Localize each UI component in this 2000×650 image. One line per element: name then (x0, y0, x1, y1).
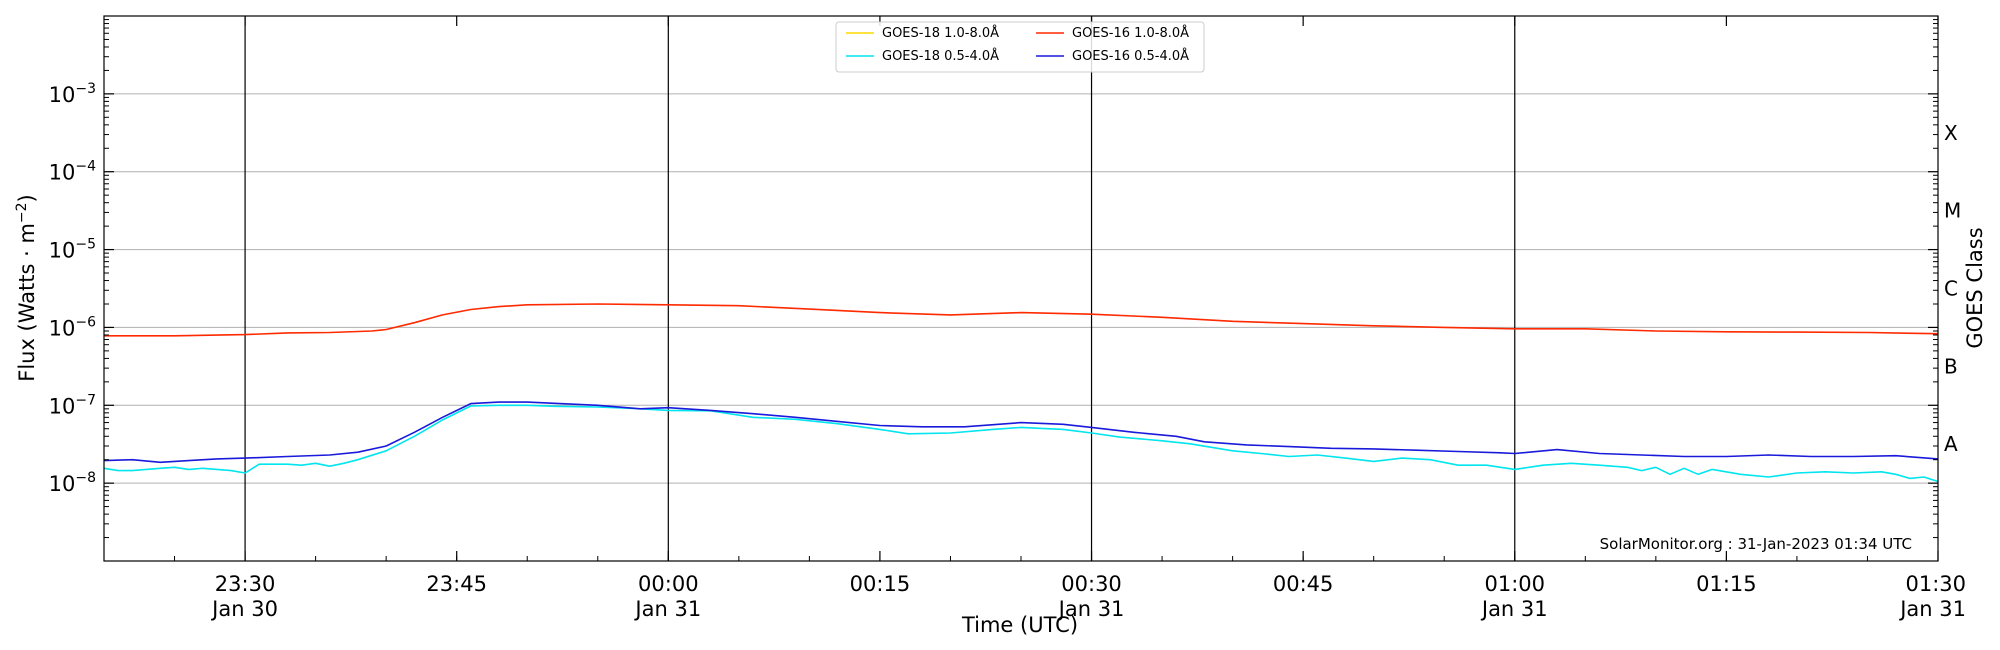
x-tick-date-label: Jan 31 (1057, 597, 1125, 621)
goes-class-label-a: A (1944, 432, 1958, 456)
x-tick-label: 00:15 (850, 572, 911, 596)
x-tick-label: 23:30 (215, 572, 276, 596)
legend-box (835, 21, 1205, 73)
y-tick-label: 10−4 (49, 159, 96, 185)
x-tick-label: 00:45 (1273, 572, 1334, 596)
y-tick-label: 10−3 (49, 81, 96, 107)
x-tick-date-label: Jan 30 (210, 597, 278, 621)
goes-class-labels: A B C M X (1944, 121, 1961, 456)
right-axis-title: GOES Class (1963, 227, 1987, 348)
x-tick-label: 01:00 (1485, 572, 1546, 596)
legend-label-3: GOES-16 0.5-4.0Å (1072, 48, 1189, 64)
x-tick-label: 23:45 (426, 572, 487, 596)
y-tick-label: 10−6 (49, 314, 96, 340)
x-tick-date-label: Jan 31 (633, 597, 701, 621)
goes-class-label-x: X (1944, 121, 1958, 145)
horizontal-grid (104, 93, 1938, 484)
x-tick-date-label: Jan 31 (1480, 597, 1548, 621)
x-tick-label: 00:00 (638, 572, 699, 596)
series-line-3 (103, 401, 1939, 464)
legend-label-2: GOES-16 1.0-8.0Å (1072, 25, 1189, 41)
y-tick-label: 10−7 (49, 392, 96, 418)
legend: GOES-18 1.0-8.0Å GOES-18 0.5-4.0Å GOES-16 … (835, 21, 1205, 73)
legend-label-1: GOES-18 0.5-4.0Å (882, 48, 999, 64)
y-tick-label: 10−8 (49, 470, 96, 496)
series-line-1 (103, 404, 1939, 483)
series-lines (103, 303, 1939, 483)
goes-class-label-m: M (1944, 199, 1961, 223)
x-tick-label: 01:15 (1696, 572, 1757, 596)
goes-class-label-c: C (1944, 277, 1958, 301)
x-axis-title: Time (UTC) (961, 613, 1078, 637)
x-tick-label: 01:30 (1905, 572, 1966, 596)
x-tick-label: 00:30 (1061, 572, 1122, 596)
y-tick-label: 10−5 (49, 237, 96, 263)
series-line-2 (104, 303, 1939, 337)
watermark-text: SolarMonitor.org : 31-Jan-2023 01:34 UTC (1600, 535, 1912, 553)
legend-label-0: GOES-18 1.0-8.0Å (882, 25, 999, 41)
goes-class-label-b: B (1944, 354, 1958, 378)
y-axis-title: Flux (Watts · m−2) (14, 194, 39, 382)
x-tick-date-label: Jan 31 (1898, 597, 1966, 621)
y-axis-ticks: 10−8 10−7 10−6 10−5 10−4 10−3 (49, 19, 1938, 539)
